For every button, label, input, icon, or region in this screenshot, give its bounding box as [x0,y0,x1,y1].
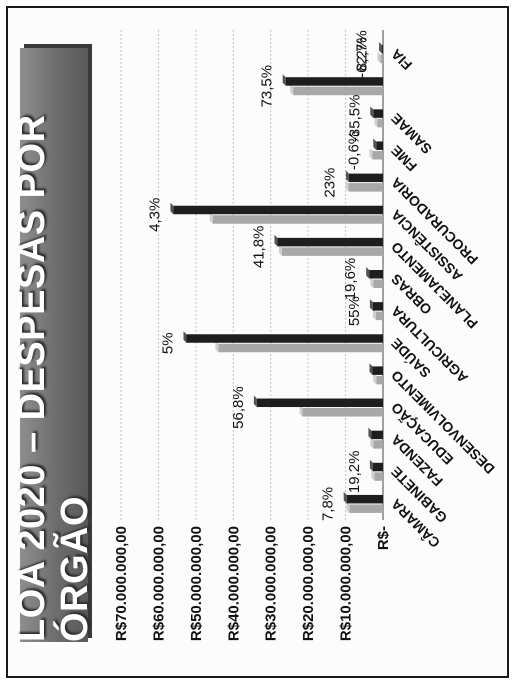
bar-chart: R$- R$10.000.000,00 R$20.000.000,00 R$30.00… [113,30,498,641]
bar [373,440,384,449]
bar [382,45,383,54]
bar-top [369,147,373,160]
bar [256,398,383,408]
gridlines [120,30,384,520]
bar-top [343,491,347,504]
bar-top [183,331,187,343]
bar-top [369,459,373,472]
bar [380,54,384,64]
bar [186,334,383,343]
bar-top [370,437,374,449]
y-tick-label: R$30.000.000,00 [263,526,280,641]
bar-top [369,363,373,375]
bar-top [282,74,286,86]
bar-top [370,276,374,288]
bar [285,77,383,86]
bar [348,183,383,192]
bar [376,375,383,385]
bar-top [299,405,303,417]
bar-top [274,234,278,247]
data-label: 23% [322,168,339,198]
bar-top [253,395,257,408]
bar [372,366,383,375]
bar [372,150,383,160]
bars [170,42,384,513]
bar-top [209,212,213,224]
bar [349,504,384,513]
bar [372,302,384,311]
data-label: 7,8% [320,487,337,521]
bar-top [379,42,383,54]
data-label: -0,6% [346,131,363,170]
bar [374,472,383,481]
data-label: 73,5% [259,65,276,108]
y-axis-ticks: R$- R$10.000.000,00 R$20.000.000,00 R$30.00… [113,526,392,641]
bar [293,86,383,96]
data-label: 56,8% [230,386,247,429]
data-label: 5% [160,332,177,354]
bar-top [345,170,349,183]
bar-top [377,51,381,64]
bar-top [368,427,372,440]
bar [377,118,383,128]
data-label: 41,8% [250,226,267,269]
bar [371,430,384,440]
chart-frame: LOA 2020 – DESPESAS POR ÓRGÃO R$- R$10.00… [6,6,509,678]
y-tick-label: R$- [375,526,392,550]
y-tick-label: R$20.000.000,00 [300,526,317,641]
bar [373,279,384,288]
bar-top [370,106,374,118]
y-tick-label: R$70.000.000,00 [113,526,130,641]
bar-top [366,267,370,279]
bar [376,141,383,150]
bar-top [346,501,350,513]
bar-top [374,115,378,128]
bar-top [290,83,294,96]
bar-top [170,202,174,215]
bar-top [371,469,375,481]
y-tick-label: R$50.000.000,00 [188,526,205,641]
y-tick-label: R$60.000.000,00 [150,526,167,641]
y-tick-label: R$40.000.000,00 [225,526,242,641]
bar [369,270,383,279]
data-label: 19,2% [346,451,363,494]
rotated-chart-panel: LOA 2020 – DESPESAS POR ÓRGÃO R$- R$10.00… [8,10,508,670]
bar-top [278,244,282,256]
bar [281,247,384,256]
category-label: FIA [388,46,415,73]
bar [173,205,383,215]
bar [372,462,384,472]
bar-top [345,180,349,192]
bar [375,311,384,321]
bar-top [215,340,219,353]
data-label: 4,3% [146,198,163,232]
bar [277,237,383,247]
data-label: 19,6% [342,258,359,301]
bar [302,408,383,417]
data-labels: 7,8% 19,2% 56,8% 5% 55%19,6% 41,8% 4,3% 23% -0,6… [146,30,370,521]
data-label: -35,5% [346,95,363,143]
bar [348,173,384,183]
bar [346,494,383,504]
bar-top [373,372,377,385]
bar [218,343,383,353]
bar [373,109,384,118]
bar-top [373,138,377,150]
bar-top [369,299,373,311]
data-label: 8,2% [353,37,370,71]
bar [212,215,383,224]
y-tick-label: R$10.000.000,00 [338,526,355,641]
bar-top [372,308,376,321]
x-axis-categories: CÂMARAGABINETEFAZENDAEDUCAÇÃODESENVOLVIM… [387,46,498,552]
data-label: 55% [346,296,363,326]
data-label: -62,7% [353,30,370,78]
